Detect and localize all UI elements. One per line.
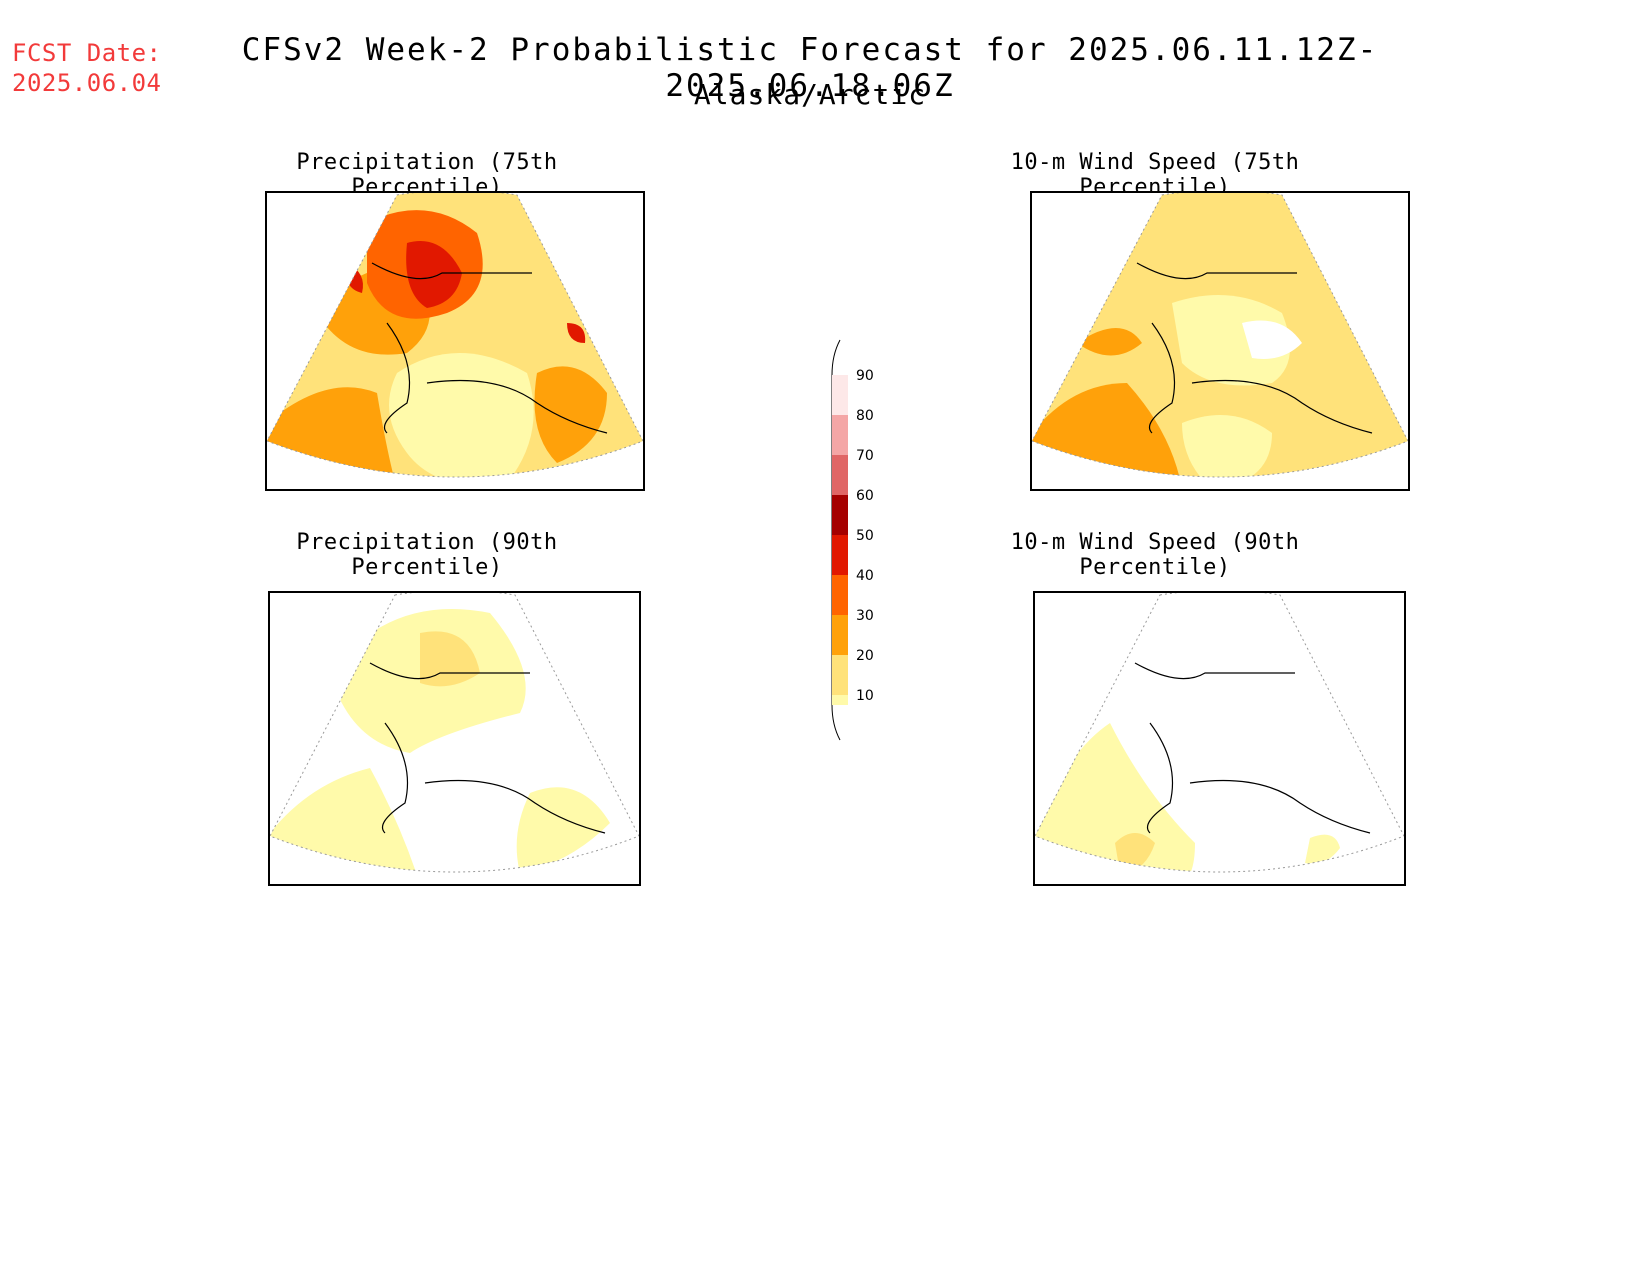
colorbar [820, 335, 900, 745]
colorbar-label-80: 80 [856, 408, 874, 424]
colorbar-swatch-60 [832, 495, 848, 535]
precip75-orange-area-se [534, 366, 607, 463]
page-subtitle: Alaska/Arctic [693, 78, 927, 111]
precip90-wedge-outline [270, 593, 639, 873]
colorbar-swatch-30 [832, 615, 848, 655]
precip90-map [268, 591, 641, 886]
wind75-orange-area-w [1077, 328, 1142, 356]
precip75-red-core [406, 241, 462, 308]
precip75-coastline [371, 262, 608, 434]
colorbar-label-50: 50 [856, 528, 874, 544]
colorbar-label-10: 10 [856, 688, 874, 704]
colorbar-label-20: 20 [856, 648, 874, 664]
colorbar-label-40: 40 [856, 568, 874, 584]
colorbar-label-60: 60 [856, 488, 874, 504]
wind90-title: 10-m Wind Speed (90th Percentile) [1010, 530, 1300, 580]
colorbar-label-90: 90 [856, 368, 874, 384]
fcst-date-value: 2025.06.04 [12, 69, 162, 97]
colorbar-swatch-80 [832, 415, 848, 455]
colorbar-swatch-50 [832, 535, 848, 575]
colorbar-label-70: 70 [856, 448, 874, 464]
wind75-map [1030, 191, 1410, 491]
forecast-date-block: FCST Date: 2025.06.04 [12, 38, 162, 98]
precip75-red-spot-e [567, 323, 586, 343]
wind75-wedge-outline [1032, 193, 1408, 478]
colorbar-label-30: 30 [856, 608, 874, 624]
wind75-light-area-interior [1172, 295, 1290, 386]
wind90-map [1033, 591, 1406, 886]
page-title: CFSv2 Week-2 Probabilistic Forecast for … [241, 32, 1379, 104]
precip75-orange-area-sw [267, 387, 397, 477]
fcst-date-label: FCST Date: [12, 39, 162, 67]
colorbar-swatch-90 [832, 375, 848, 415]
precip90-light-area-sw [270, 768, 420, 872]
wind75-title: 10-m Wind Speed (75th Percentile) [1010, 150, 1300, 200]
wind90-light-area-sw [1035, 723, 1195, 872]
precip75-light-area [389, 353, 534, 477]
precip90-light-area-se [516, 787, 610, 872]
wind90-coastline [1134, 662, 1371, 834]
precip75-map [265, 191, 645, 491]
precip75-wedge-outline [267, 193, 643, 478]
colorbar-swatch-20 [832, 655, 848, 695]
colorbar-swatch-40 [832, 575, 848, 615]
precip90-title: Precipitation (90th Percentile) [296, 530, 558, 580]
precip90-coastline [369, 662, 606, 834]
wind90-wedge-outline [1035, 593, 1404, 873]
wind75-blank-area [1242, 320, 1302, 359]
wind75-light-area-south [1182, 415, 1272, 477]
wind75-coastline [1136, 262, 1373, 434]
wind90-light-area-se [1305, 834, 1340, 864]
colorbar-swatch-70 [832, 455, 848, 495]
colorbar-swatch-10 [832, 695, 848, 705]
